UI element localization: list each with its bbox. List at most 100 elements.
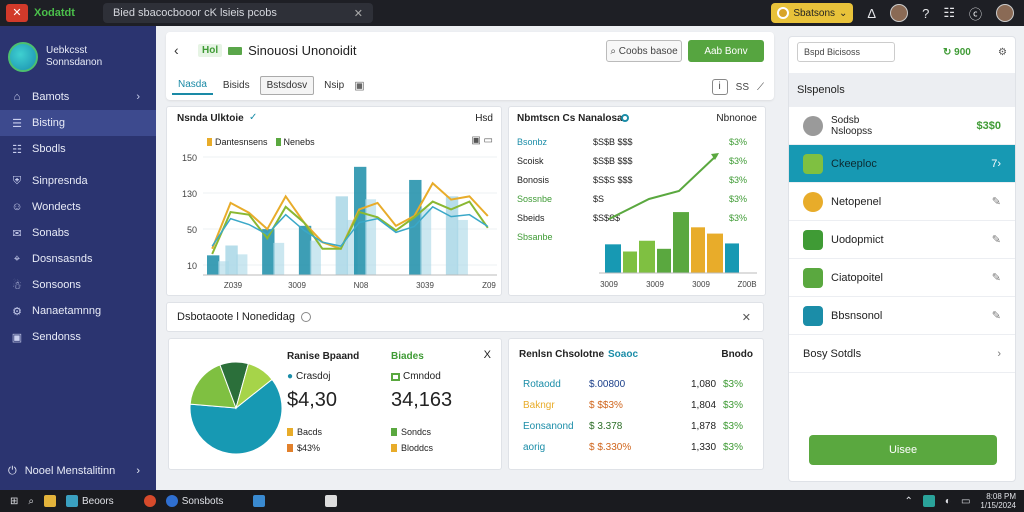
sidebar-item-5[interactable]: ✉ Sonabs [0, 220, 156, 246]
panel-search-input[interactable]: Bspd Bicisoss [797, 42, 895, 62]
panel-list-item[interactable]: Uodopmict ✎ [789, 221, 1015, 259]
chart1-title: Nsnda Ulktoie [177, 113, 244, 124]
help-icon[interactable]: ? [922, 5, 930, 21]
sidebar-item-3[interactable]: ⛨ Sinpresnda [0, 168, 156, 194]
back-arrow-icon[interactable]: ‹ [174, 42, 179, 58]
sidebar-item-6[interactable]: ⌖ Dosnsasnds [0, 246, 156, 272]
sidebar-item-0[interactable]: ⌂ Bamots › [0, 84, 156, 110]
bell-icon[interactable]: Δ [867, 5, 877, 21]
panel-list-item[interactable]: Netopenel ✎ [789, 183, 1015, 221]
panel-list-item[interactable]: Ckeeploc 7› [789, 145, 1015, 183]
edit-icon[interactable]: ✎ [991, 196, 1001, 208]
browser-tab[interactable]: Bied sbacocbooor cK lsieis pcobs ✕ [102, 3, 373, 23]
settings-icon[interactable]: ⚙ [998, 46, 1007, 58]
profile-label: Sbatsons [793, 7, 836, 19]
sidebar-item-4[interactable]: ☺ Wondects [0, 194, 156, 220]
sync-indicator[interactable]: ↻ 900 [943, 46, 971, 58]
sidebar-item-1[interactable]: ☰ Bisting [0, 110, 156, 136]
start-icon[interactable]: ⊞ [10, 495, 19, 507]
close-tab-icon[interactable]: ✕ [353, 7, 363, 20]
bar-shadow [218, 261, 230, 275]
browser-tab-title: Bied sbacocbooor cK lsieis pcobs [112, 7, 277, 19]
link-icon[interactable]: ⟋ [757, 81, 764, 93]
sidebar-item-label: Sbodls [32, 143, 66, 155]
x-tick-label: 3009 [692, 280, 710, 289]
edit-icon[interactable]: 7› [991, 157, 1001, 170]
grid-icon[interactable]: ☷ [943, 5, 955, 20]
profile-switcher[interactable]: Sbatsons ⌄ [771, 3, 854, 23]
panel-list-item[interactable]: Bbsnsonol ✎ [789, 297, 1015, 335]
app-logo-icon[interactable]: ✕ [6, 4, 28, 22]
volume-icon[interactable]: ◐ [944, 495, 951, 507]
tab-3[interactable]: Nsip [324, 80, 345, 91]
edit-icon[interactable]: ✎ [991, 272, 1001, 284]
taskbar-app-0[interactable]: Beoors [66, 495, 114, 507]
sidebar-item-7[interactable]: ☃ Sonsoons [0, 272, 156, 298]
legend-swatch [207, 138, 212, 146]
panel-list-item[interactable]: Sodsb Nsloopss $3$0 [789, 107, 1015, 145]
user-icon: ☺ [11, 201, 23, 213]
chevron-up-icon[interactable]: ⌃ [904, 495, 913, 507]
sidebar-item-2[interactable]: ☷ Sbodls [0, 136, 156, 162]
taskbar-app-0-label: Beoors [82, 495, 114, 507]
clock[interactable]: 8:08 PM 1/15/2024 [980, 492, 1016, 510]
table-row[interactable]: Eonsanond $ 3.378 1,878 $3% [523, 421, 753, 437]
table-row[interactable]: Rotaodd $.00800 1,080 $3% [523, 379, 753, 395]
chrome-icon[interactable] [143, 495, 156, 507]
chart2-row-pct: $3% [728, 175, 747, 185]
pie-card-close[interactable]: X [483, 349, 491, 361]
clock-time: 8:08 PM [986, 492, 1016, 501]
close-icon[interactable]: ✕ [741, 311, 751, 324]
y-tick-label: 50 [187, 225, 197, 235]
search-icon[interactable]: ⌕ [28, 495, 34, 507]
pin-icon[interactable] [301, 312, 312, 322]
pie-chart [189, 361, 283, 455]
sidebar-footer-item[interactable]: ⏻ Nooel Menstalitinn › [0, 460, 156, 482]
panel-list-label: Sodsb Nsloopss [831, 114, 873, 137]
sidebar-brand[interactable]: Uebkcsst Sonnsdanon [0, 26, 156, 84]
edit-icon[interactable]: ✎ [991, 310, 1001, 322]
app-window-icon[interactable] [325, 495, 338, 507]
table-row[interactable]: aorig $ $.330% 1,330 $3% [523, 442, 753, 458]
table-cell-pct: $3% [722, 400, 743, 411]
bulb-icon [803, 191, 823, 212]
primary-button[interactable]: Aab Bonv [688, 40, 764, 62]
board-icon [803, 305, 823, 326]
sidebar-item-8[interactable]: ⚙ Nanaetamnng [0, 298, 156, 324]
table-row[interactable]: Bakngr $ $$3% 1,804 $3% [523, 400, 753, 416]
folder-icon[interactable] [44, 495, 56, 507]
avatar[interactable] [890, 4, 909, 22]
bar [725, 243, 739, 273]
table-cell-label: aorig [523, 442, 546, 453]
chevron-down-icon: ⌄ [839, 7, 848, 19]
secondary-button[interactable]: ⌕ Coobs basoe [606, 40, 682, 62]
edit-icon[interactable]: › [997, 347, 1001, 360]
tab-1[interactable]: Bisids [222, 80, 250, 91]
sidebar-item-9[interactable]: ▣ Sendonss [0, 324, 156, 350]
user-avatar[interactable] [996, 4, 1014, 22]
info-icon[interactable]: i [711, 79, 728, 95]
edit-icon[interactable]: ✎ [991, 234, 1001, 246]
wifi-icon[interactable] [922, 495, 935, 507]
panel-list-item[interactable]: Bosy Sotdls › [789, 335, 1015, 373]
sidebar-item-label: Sonsoons [32, 279, 81, 291]
lock-icon[interactable]: ⓒ [968, 6, 982, 22]
bar-shadow [346, 219, 358, 275]
store-icon[interactable] [253, 495, 266, 507]
tab-2[interactable]: Bstsdosv [259, 76, 315, 95]
battery-icon[interactable]: ▭ [960, 495, 971, 507]
sidebar-item-label: Sendonss [32, 331, 81, 343]
bar-shadow [365, 199, 377, 275]
edge-icon [165, 495, 178, 507]
tab-0[interactable]: Nasda [172, 76, 213, 95]
dashboard-bar: Dsbotaoote l Nonedidag ✕ [166, 302, 764, 332]
taskbar-app-1[interactable]: Sonsbots [165, 495, 223, 507]
panel-list-item[interactable]: Ciatopoitel ✎ [789, 259, 1015, 297]
panel-cta-button[interactable]: Uisee [809, 435, 997, 465]
panel-list-label: Bbsnsonol [831, 309, 883, 322]
calendar-icon[interactable]: ▣ [354, 80, 365, 92]
table-cell-value: $ 3.378 [589, 421, 623, 432]
chart1-filter-icons[interactable]: ▣ ▭ [471, 135, 493, 146]
chart-card-summary: Nbmtscn Cs Nanalosa Nbnonoe Bsonbz $S$B $… [508, 106, 766, 296]
ctrl-label: SS [735, 81, 749, 93]
